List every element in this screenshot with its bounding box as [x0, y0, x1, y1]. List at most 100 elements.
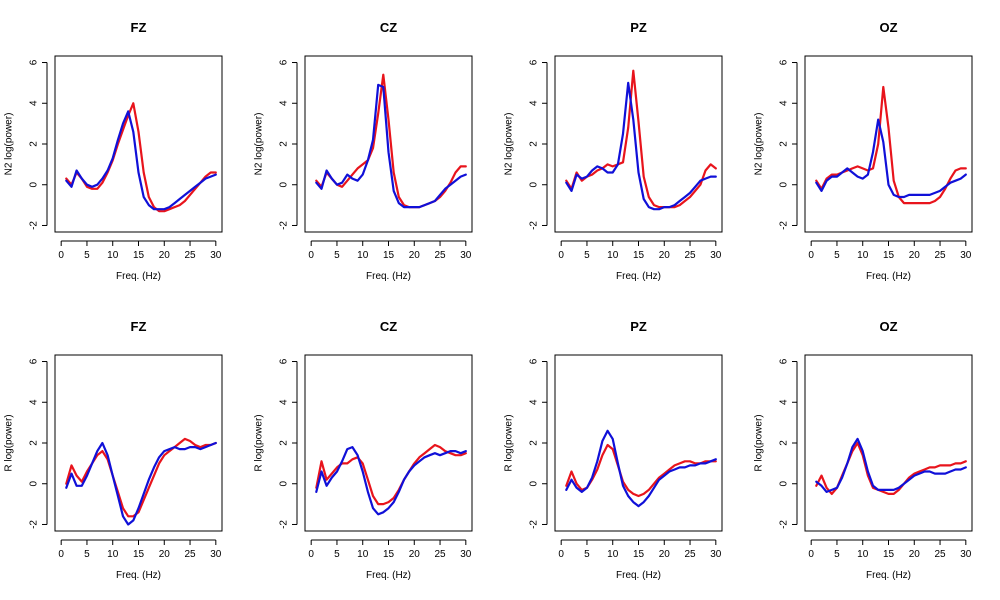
- series-line-red: [65, 437, 217, 518]
- x-tick-label: 10: [357, 549, 369, 560]
- panel-title: CZ: [380, 20, 397, 35]
- y-tick-label: 6: [29, 59, 40, 65]
- panel-r-cz: CZ 0 5 10 15 20 25 30 -2 0 2 4 6 Freq. (Hz) R log(powe…: [254, 319, 473, 581]
- x-axis-label: Freq. (Hz): [866, 271, 911, 282]
- y-axis-label: N2 log(power): [504, 113, 515, 176]
- y-tick-label: 2: [29, 141, 40, 147]
- series-line-blue: [815, 118, 967, 199]
- series-line-blue: [315, 446, 467, 516]
- y-axis-label: R log(power): [4, 414, 15, 471]
- x-tick-label: 25: [184, 549, 196, 560]
- y-tick-label: 4: [779, 100, 790, 106]
- y-tick-label: 6: [279, 358, 290, 364]
- x-tick-label: 25: [684, 549, 696, 560]
- x-tick-label: 0: [58, 549, 64, 560]
- x-tick-label: 0: [308, 250, 314, 261]
- y-tick-label: 6: [279, 59, 290, 65]
- series-line-blue: [565, 429, 717, 508]
- x-tick-label: 30: [210, 250, 222, 261]
- x-tick-label: 0: [308, 549, 314, 560]
- y-axis-label: R log(power): [754, 414, 765, 471]
- panel-n2-oz: OZ 0 5 10 15 20 25 30 -2 0 2 4 6 Freq. (Hz) N2 log(pow…: [754, 20, 973, 282]
- y-axis-label: N2 log(power): [4, 113, 15, 176]
- y-tick-label: -2: [29, 520, 40, 529]
- y-tick-label: -2: [779, 221, 790, 230]
- series-line-red: [815, 85, 967, 205]
- x-tick-label: 0: [558, 250, 564, 261]
- panel-r-oz: OZ 0 5 10 15 20 25 30 -2 0 2 4 6 Freq. (Hz) R log(powe…: [754, 319, 973, 581]
- x-tick-label: 0: [808, 250, 814, 261]
- y-tick-label: 4: [529, 399, 540, 405]
- y-tick-label: 2: [529, 141, 540, 147]
- y-tick-label: 0: [529, 481, 540, 487]
- x-axis-label: Freq. (Hz): [616, 271, 661, 282]
- y-axis-label: N2 log(power): [254, 113, 265, 176]
- x-tick-label: 10: [607, 549, 619, 560]
- x-tick-label: 25: [934, 549, 946, 560]
- y-tick-label: 2: [279, 141, 290, 147]
- series-line-blue: [315, 83, 467, 209]
- y-tick-label: 0: [29, 481, 40, 487]
- panel-title: PZ: [630, 20, 647, 35]
- y-tick-label: 0: [29, 182, 40, 188]
- y-tick-label: -2: [279, 520, 290, 529]
- x-tick-label: 15: [633, 549, 645, 560]
- y-tick-label: -2: [779, 520, 790, 529]
- x-tick-label: 30: [710, 250, 722, 261]
- panel-title: PZ: [630, 319, 647, 334]
- panel-r-pz: PZ 0 5 10 15 20 25 30 -2 0 2 4 6 Freq. (Hz) R log(powe…: [504, 319, 723, 581]
- x-tick-label: 10: [607, 250, 619, 261]
- y-tick-label: 0: [779, 481, 790, 487]
- plot-frame: [554, 354, 723, 532]
- y-tick-label: 2: [779, 141, 790, 147]
- y-tick-label: 4: [29, 100, 40, 106]
- x-tick-label: 0: [558, 549, 564, 560]
- x-tick-label: 15: [133, 549, 145, 560]
- x-tick-label: 5: [584, 250, 590, 261]
- panel-title: FZ: [131, 20, 147, 35]
- series-line-red: [65, 102, 217, 213]
- x-tick-label: 20: [659, 549, 671, 560]
- x-axis-label: Freq. (Hz): [116, 271, 161, 282]
- y-tick-label: -2: [29, 221, 40, 230]
- y-tick-label: 0: [779, 182, 790, 188]
- x-axis-label: Freq. (Hz): [866, 570, 911, 581]
- y-tick-label: 6: [29, 358, 40, 364]
- x-tick-label: 10: [107, 549, 119, 560]
- panel-title: FZ: [131, 319, 147, 334]
- plot-frame: [804, 55, 973, 233]
- x-axis-label: Freq. (Hz): [366, 570, 411, 581]
- plot-frame: [54, 55, 223, 233]
- y-tick-label: 4: [279, 399, 290, 405]
- x-tick-label: 30: [960, 549, 972, 560]
- y-tick-label: 0: [529, 182, 540, 188]
- x-tick-label: 10: [357, 250, 369, 261]
- y-tick-label: 2: [279, 440, 290, 446]
- plot-frame: [304, 354, 473, 532]
- x-tick-label: 0: [808, 549, 814, 560]
- y-tick-label: 4: [529, 100, 540, 106]
- plot-frame: [304, 55, 473, 233]
- series-line-blue: [65, 110, 217, 211]
- x-tick-label: 5: [834, 250, 840, 261]
- series-line-red: [315, 73, 467, 209]
- x-tick-label: 5: [84, 250, 90, 261]
- x-tick-label: 0: [58, 250, 64, 261]
- x-tick-label: 20: [409, 250, 421, 261]
- y-tick-label: 4: [279, 100, 290, 106]
- x-tick-label: 20: [659, 250, 671, 261]
- y-tick-label: 6: [529, 358, 540, 364]
- y-tick-label: 4: [29, 399, 40, 405]
- panel-n2-cz: CZ 0 5 10 15 20 25 30 -2 0 2 4 6 Freq. (Hz) N2 log(pow…: [254, 20, 473, 282]
- x-tick-label: 10: [857, 250, 869, 261]
- x-tick-label: 15: [383, 549, 395, 560]
- x-tick-label: 20: [159, 250, 171, 261]
- x-tick-label: 20: [909, 549, 921, 560]
- x-tick-label: 20: [409, 549, 421, 560]
- y-axis-label: N2 log(power): [754, 113, 765, 176]
- y-tick-label: -2: [529, 520, 540, 529]
- x-tick-label: 25: [434, 549, 446, 560]
- y-tick-label: -2: [279, 221, 290, 230]
- y-axis-label: R log(power): [504, 414, 515, 471]
- x-tick-label: 30: [460, 250, 472, 261]
